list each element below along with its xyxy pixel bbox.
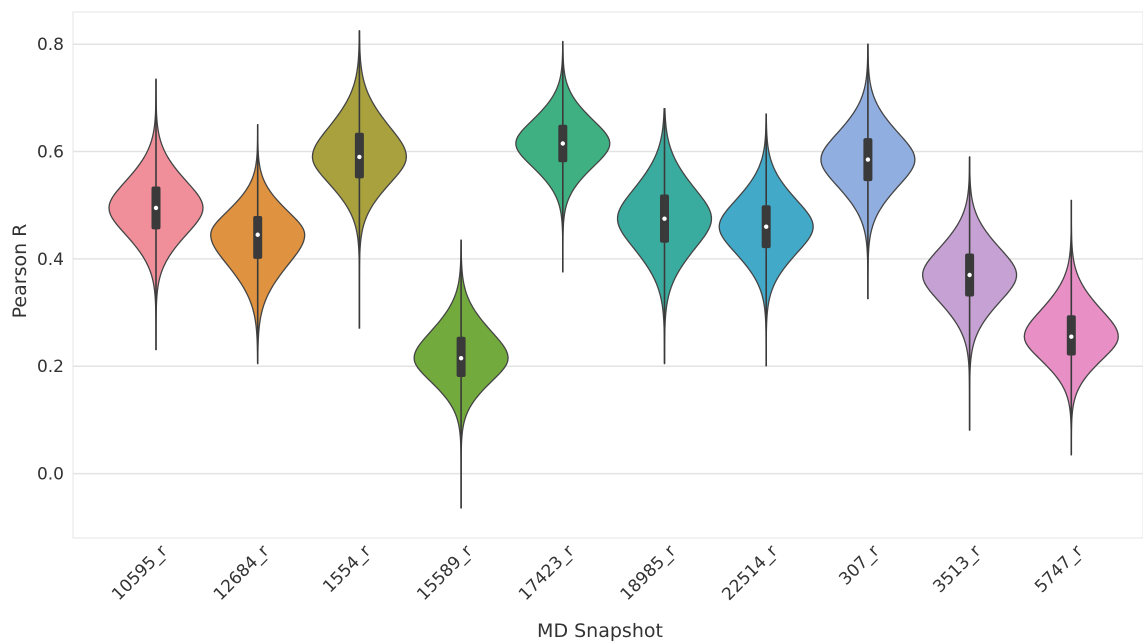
- x-tick-label: 307_r: [835, 541, 883, 589]
- x-tick-label: 3513_r: [929, 541, 985, 597]
- violin-22514_r: [718, 113, 814, 367]
- x-tick-label: 15589_r: [413, 541, 476, 604]
- y-tick-label: 0.8: [37, 35, 64, 55]
- violin-median-dot: [560, 141, 565, 146]
- violin-median-dot: [255, 232, 260, 237]
- y-tick-labels: 0.0 0.2 0.4 0.6 0.8: [37, 35, 64, 484]
- violin-10595_r: [108, 78, 204, 351]
- violin-3513_r: [922, 156, 1018, 431]
- y-tick-label: 0.6: [37, 143, 64, 163]
- x-tick-label: 1554_r: [319, 541, 375, 597]
- violins: [108, 30, 1119, 509]
- violin-17423_r: [515, 40, 611, 273]
- x-tick-label: 10595_r: [108, 541, 171, 604]
- x-tick-label: 17423_r: [515, 541, 578, 604]
- x-tick-label: 22514_r: [718, 541, 781, 604]
- y-tick-label: 0.4: [37, 250, 64, 270]
- violin-18985_r: [616, 107, 713, 365]
- violin-median-dot: [357, 154, 362, 160]
- violin-1554_r: [311, 30, 408, 329]
- violin-median-dot: [662, 216, 667, 221]
- violin-median-dot: [153, 205, 159, 211]
- violin-12684_r: [210, 124, 306, 365]
- violin-iqr-box: [253, 215, 263, 259]
- x-tick-label: 5747_r: [1031, 541, 1087, 597]
- x-axis-label: MD Snapshot: [537, 620, 663, 642]
- violin-median-dot: [764, 224, 769, 229]
- y-tick-label: 0.0: [37, 465, 64, 485]
- y-tick-label: 0.2: [37, 357, 64, 377]
- violin-5747_r: [1023, 199, 1119, 456]
- violin-median-dot: [967, 272, 972, 278]
- violin-15589_r: [413, 239, 509, 509]
- y-axis-label: Pearson R: [9, 224, 31, 319]
- violin-307_r: [820, 43, 916, 300]
- x-tick-label: 18985_r: [617, 541, 680, 604]
- x-tick-labels: 10595_r 12684_r 1554_r 15589_r 17423_r 18985_…: [108, 541, 1087, 604]
- violin-median-dot: [865, 157, 871, 162]
- x-tick-label: 12684_r: [210, 541, 273, 604]
- violin-median-dot: [1069, 334, 1074, 339]
- violin-median-dot: [458, 355, 464, 361]
